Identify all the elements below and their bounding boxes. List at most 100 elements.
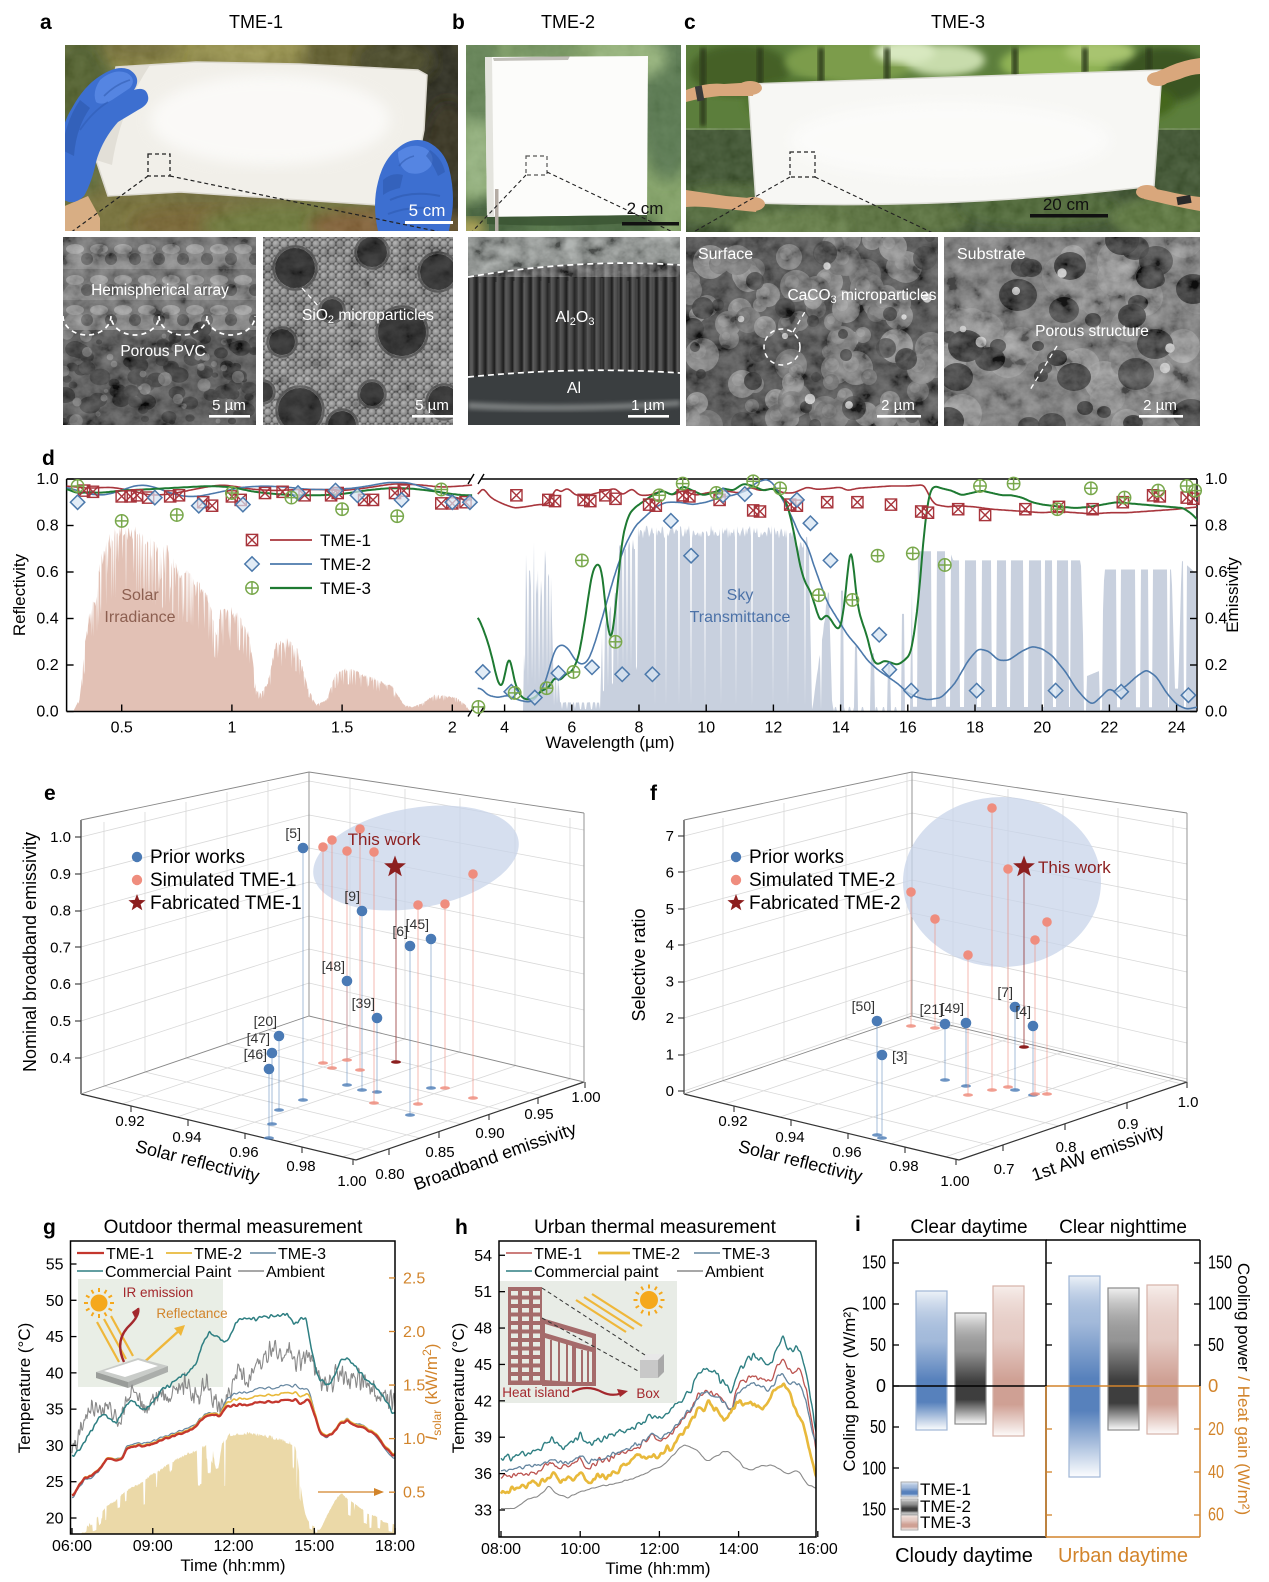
svg-text:Simulated TME-2: Simulated TME-2 [749,870,895,891]
svg-text:Simulated TME-1: Simulated TME-1 [150,870,296,891]
svg-text:0.94: 0.94 [172,1129,201,1146]
svg-text:Solar: Solar [121,587,159,604]
svg-text:SiO2 microparticles: SiO2 microparticles [302,307,434,326]
svg-text:2: 2 [448,720,457,737]
svg-text:06:00: 06:00 [52,1538,92,1555]
svg-text:Time (hh:mm): Time (hh:mm) [605,1559,710,1578]
svg-text:0.96: 0.96 [229,1144,258,1161]
svg-text:4: 4 [666,937,674,954]
svg-text:12:00: 12:00 [213,1538,253,1555]
svg-text:0.9: 0.9 [1118,1116,1139,1133]
svg-text:0.85: 0.85 [425,1144,454,1161]
svg-text:36: 36 [474,1466,492,1483]
svg-text:0.96: 0.96 [832,1144,861,1161]
svg-text:33: 33 [474,1503,492,1520]
svg-text:0.7: 0.7 [994,1161,1015,1178]
svg-text:5 µm: 5 µm [212,397,246,414]
svg-text:20: 20 [1208,1418,1224,1439]
svg-text:Prior works: Prior works [749,847,844,868]
svg-text:45: 45 [46,1329,64,1346]
svg-text:16:00: 16:00 [798,1541,838,1558]
svg-text:TME-3: TME-3 [278,1246,326,1263]
svg-text:TME-1: TME-1 [320,531,371,550]
svg-text:Urban daytime: Urban daytime [1058,1545,1188,1567]
svg-text:0.4: 0.4 [50,1050,71,1067]
svg-text:TME-1: TME-1 [534,1246,582,1263]
svg-text:35: 35 [46,1402,64,1419]
svg-text:0.98: 0.98 [889,1158,918,1175]
svg-text:39: 39 [474,1430,492,1447]
svg-text:0.8: 0.8 [50,903,71,920]
svg-text:150: 150 [862,1252,886,1273]
svg-text:Outdoor thermal measurement: Outdoor thermal measurement [104,1217,363,1238]
svg-text:Surface: Surface [698,246,753,263]
svg-text:This work: This work [348,830,421,849]
svg-text:TME-2: TME-2 [541,12,595,32]
svg-text:Clear nighttime: Clear nighttime [1059,1217,1187,1238]
svg-text:Box: Box [636,1386,660,1401]
svg-text:[4]: [4] [1015,1003,1031,1019]
svg-text:This work: This work [1038,858,1111,877]
svg-text:5 cm: 5 cm [409,201,446,220]
svg-text:22: 22 [1101,720,1119,737]
svg-text:7: 7 [666,828,674,845]
svg-text:Reflectivity: Reflectivity [10,553,29,636]
svg-text:0.6: 0.6 [1205,564,1227,581]
svg-text:[6]: [6] [392,923,408,939]
svg-text:1.5: 1.5 [331,720,353,737]
svg-text:6: 6 [666,864,674,881]
svg-text:b: b [452,11,465,34]
svg-text:1.0: 1.0 [50,829,71,846]
svg-text:50: 50 [46,1293,64,1310]
svg-text:54: 54 [474,1248,492,1265]
svg-text:14: 14 [832,720,850,737]
svg-text:a: a [40,11,52,34]
svg-text:e: e [44,782,56,805]
svg-text:Clear daytime: Clear daytime [910,1217,1027,1238]
svg-text:[9]: [9] [344,888,360,904]
svg-text:150: 150 [862,1498,886,1519]
svg-text:0.0: 0.0 [1205,704,1227,721]
svg-text:0.92: 0.92 [115,1113,144,1130]
svg-text:[48]: [48] [322,958,345,974]
svg-text:51: 51 [474,1284,492,1301]
svg-text:Heat island: Heat island [502,1385,570,1400]
svg-text:f: f [650,782,658,805]
svg-text:1: 1 [666,1047,674,1064]
svg-text:TME-2: TME-2 [194,1246,242,1263]
svg-text:100: 100 [1208,1293,1232,1314]
svg-text:1.0: 1.0 [403,1431,425,1448]
svg-text:Cloudy daytime: Cloudy daytime [895,1545,1033,1567]
svg-text:100: 100 [862,1293,886,1314]
svg-text:1.0: 1.0 [1178,1094,1199,1111]
svg-text:60: 60 [1208,1504,1224,1525]
svg-text:TME-2: TME-2 [632,1246,680,1263]
svg-text:TME-3: TME-3 [920,1513,971,1532]
svg-text:[50]: [50] [852,998,875,1014]
svg-text:0.2: 0.2 [36,657,58,674]
svg-text:i: i [855,1213,861,1236]
svg-text:Ambient: Ambient [266,1264,325,1281]
svg-text:3: 3 [666,974,674,991]
svg-text:40: 40 [46,1365,64,1382]
svg-text:[5]: [5] [285,825,301,841]
svg-text:Prior works: Prior works [150,847,245,868]
svg-text:25: 25 [46,1474,64,1491]
svg-text:Nominal broadband emissivity: Nominal broadband emissivity [20,832,40,1072]
svg-text:0.2: 0.2 [1205,657,1227,674]
svg-text:h: h [455,1216,468,1239]
svg-text:20 cm: 20 cm [1043,195,1089,214]
svg-text:[49]: [49] [941,1000,964,1016]
svg-text:[45]: [45] [406,916,429,932]
svg-text:0.94: 0.94 [775,1129,804,1146]
svg-text:09:00: 09:00 [133,1538,173,1555]
svg-text:45: 45 [474,1357,492,1374]
svg-text:1.00: 1.00 [337,1173,366,1190]
svg-text:2 cm: 2 cm [627,199,664,218]
svg-text:0.5: 0.5 [403,1485,425,1502]
svg-text:20: 20 [46,1511,64,1528]
svg-text:15:00: 15:00 [294,1538,334,1555]
svg-text:TME-2: TME-2 [920,1497,971,1516]
svg-text:0: 0 [1208,1375,1218,1396]
svg-text:14:00: 14:00 [719,1541,759,1558]
